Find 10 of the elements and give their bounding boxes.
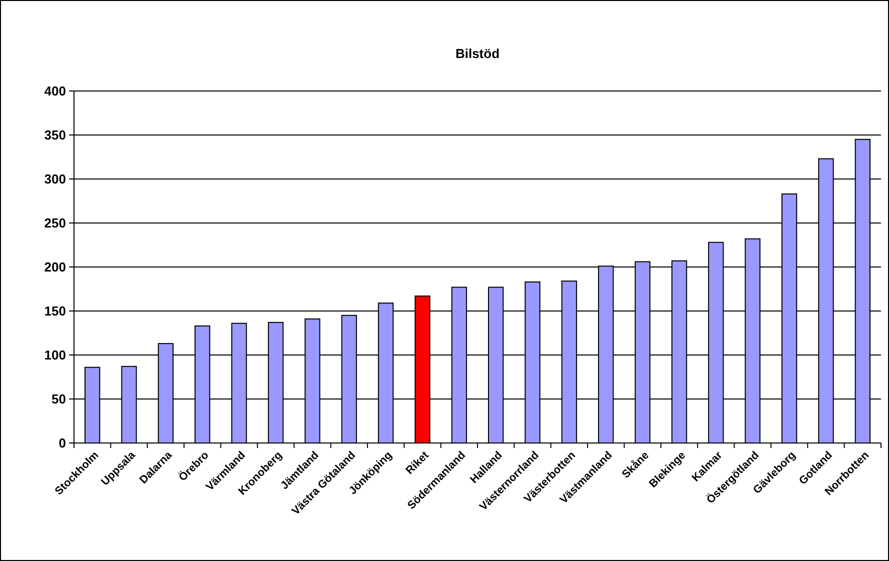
- chart-title: Bilstöd: [455, 46, 500, 61]
- y-tick-label: 350: [44, 128, 66, 143]
- y-tick-label: 250: [44, 216, 66, 231]
- y-tick-label: 400: [44, 84, 66, 99]
- y-tick-label: 150: [44, 304, 66, 319]
- y-tick-label: 200: [44, 260, 66, 275]
- y-tick-label: 0: [58, 436, 66, 451]
- y-tick-label: 100: [44, 348, 66, 363]
- y-tick-label: 50: [52, 392, 66, 407]
- y-tick-label: 300: [44, 172, 66, 187]
